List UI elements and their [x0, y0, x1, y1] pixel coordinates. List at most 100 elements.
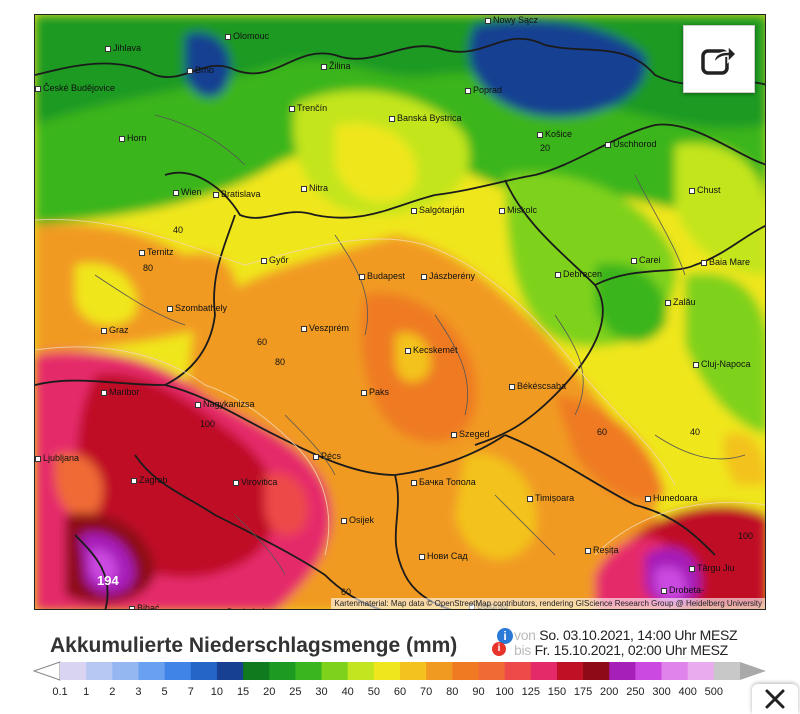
city-marker-icon — [101, 328, 107, 334]
city-name: Košice — [545, 129, 572, 139]
city-name: Nitra — [309, 183, 328, 193]
legend-tick-label: 175 — [574, 686, 592, 698]
city-marker-icon — [465, 88, 471, 94]
city-name: České Budějovice — [43, 83, 115, 93]
city-marker-icon — [645, 496, 651, 502]
city-name: Banja Luka — [227, 607, 272, 610]
city-name: Zalău — [673, 297, 696, 307]
legend-swatch — [609, 662, 636, 680]
legend-swatch — [374, 662, 401, 680]
map-attribution: Kartenmaterial: Map data © OpenStreetMap… — [331, 598, 765, 609]
city-name: Kecskemét — [413, 345, 458, 355]
city-name: Cluj-Napoca — [701, 359, 751, 369]
city-label: Poprad — [465, 85, 502, 95]
legend-swatch — [60, 662, 87, 680]
legend-tick-label: 25 — [289, 686, 301, 698]
city-marker-icon — [509, 384, 515, 390]
city-marker-icon — [101, 390, 107, 396]
city-name: Győr — [269, 255, 289, 265]
city-name: Trenčín — [297, 103, 327, 113]
city-label: Бачка Топола — [411, 477, 476, 487]
legend-tick-label: 15 — [237, 686, 249, 698]
city-name: Bratislava — [221, 189, 261, 199]
city-marker-icon — [105, 46, 111, 52]
city-marker-icon — [585, 548, 591, 554]
city-label: Nagykanizsa — [195, 399, 255, 409]
legend-swatch — [452, 662, 479, 680]
legend-title: Akkumulierte Niederschlagsmenge (mm) — [50, 634, 457, 658]
city-label: Brno — [187, 65, 214, 75]
legend-tick-label: 1 — [83, 686, 89, 698]
city-name: Olomouc — [233, 31, 269, 41]
legend-swatch — [400, 662, 427, 680]
legend-tick-label: 150 — [548, 686, 566, 698]
city-label: Banská Bystrica — [389, 113, 462, 123]
city-marker-icon — [537, 132, 543, 138]
legend-swatch — [662, 662, 689, 680]
city-label: Ljubljana — [35, 453, 79, 463]
city-name: Budapest — [367, 271, 405, 281]
legend-swatch — [688, 662, 715, 680]
legend-tick-label: 250 — [626, 686, 644, 698]
legend-tick-label: 7 — [188, 686, 194, 698]
city-label: Debrecen — [555, 269, 602, 279]
period-to-prefix: bis — [514, 642, 531, 658]
city-label: Chust — [689, 185, 721, 195]
city-marker-icon — [313, 454, 319, 460]
legend-tick-label: 80 — [446, 686, 458, 698]
legend-tick-label: 70 — [420, 686, 432, 698]
info-icon[interactable]: i — [492, 642, 506, 656]
city-name: Debrecen — [563, 269, 602, 279]
city-name: Osijek — [349, 515, 374, 525]
share-icon — [700, 41, 738, 77]
legend-over-arrow — [740, 662, 766, 680]
city-name: Poprad — [473, 85, 502, 95]
city-name: Ljubljana — [43, 453, 79, 463]
contour-label: 40 — [690, 427, 700, 437]
city-name: Graz — [109, 325, 129, 335]
city-name: Békéscsaba — [517, 381, 566, 391]
city-name: Maribor — [109, 387, 140, 397]
city-marker-icon — [289, 106, 295, 112]
legend-tick-label: 90 — [472, 686, 484, 698]
city-marker-icon — [421, 274, 427, 280]
legend-swatch — [531, 662, 558, 680]
city-name: Chust — [697, 185, 721, 195]
city-label: Bihać — [129, 603, 160, 610]
city-marker-icon — [129, 606, 135, 610]
city-name: Wien — [181, 187, 202, 197]
legend-swatch — [243, 662, 270, 680]
legend-swatch — [714, 662, 741, 680]
contour-label: 80 — [143, 263, 153, 273]
city-marker-icon — [693, 362, 699, 368]
city-marker-icon — [411, 208, 417, 214]
map-max-label: 194 — [97, 573, 119, 588]
city-name: Jihlava — [113, 43, 141, 53]
city-marker-icon — [301, 186, 307, 192]
share-button[interactable] — [683, 25, 755, 93]
legend-swatch — [557, 662, 584, 680]
city-name: Miskolc — [507, 205, 537, 215]
city-marker-icon — [35, 86, 41, 92]
city-marker-icon — [499, 208, 505, 214]
contour-label: 60 — [597, 427, 607, 437]
legend-under-arrow — [34, 662, 60, 680]
city-label: Graz — [101, 325, 129, 335]
city-marker-icon — [605, 142, 611, 148]
close-button[interactable] — [752, 684, 798, 714]
city-name: Virovitica — [241, 477, 277, 487]
legend-swatch — [86, 662, 113, 680]
legend-tick-label: 400 — [679, 686, 697, 698]
city-name: Paks — [369, 387, 389, 397]
legend-tick-label: 500 — [705, 686, 723, 698]
city-name: Banská Bystrica — [397, 113, 462, 123]
city-label: Győr — [261, 255, 289, 265]
city-label: Nowy Sącz — [485, 15, 538, 25]
legend-swatch — [138, 662, 165, 680]
city-label: Paks — [361, 387, 389, 397]
city-label: Veszprém — [301, 323, 349, 333]
city-label: Nitra — [301, 183, 328, 193]
city-label: Uschhorod — [605, 139, 657, 149]
city-label: Bratislava — [213, 189, 261, 199]
